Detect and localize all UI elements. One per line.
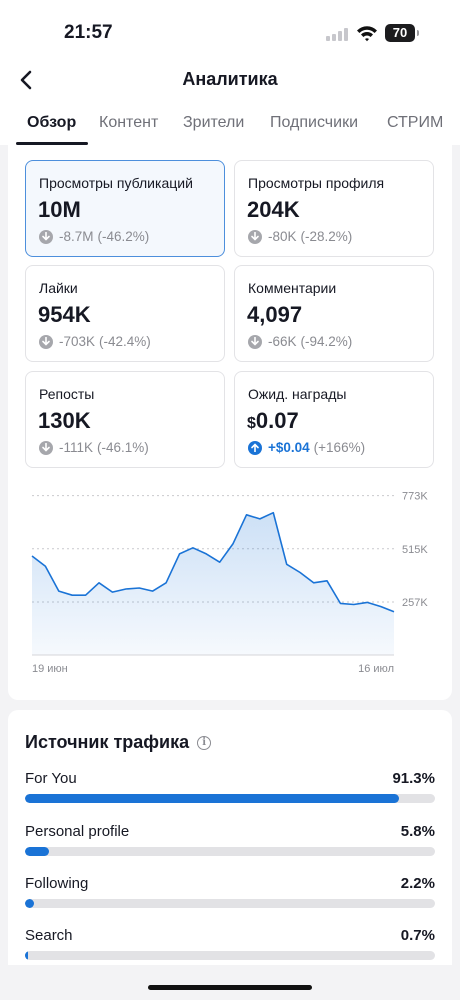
metric-label: Лайки — [39, 280, 78, 296]
traffic-row-personal-profile: Personal profile 5.8% — [25, 823, 435, 863]
series-line — [31, 511, 395, 613]
x-tick-label: 19 июн — [32, 663, 68, 675]
metric-delta: -66K (-94.2%) — [248, 334, 352, 349]
progress-bar — [25, 951, 435, 960]
page-title: Аналитика — [182, 69, 278, 89]
status-time: 21:57 — [64, 22, 113, 43]
area-fill — [32, 512, 394, 655]
metric-post-views[interactable]: Просмотры публикаций 10M -8.7M (-46.2%) — [25, 160, 225, 257]
arrow-up-icon — [248, 440, 262, 455]
battery-icon: 70 — [385, 24, 419, 42]
info-icon[interactable]: i — [197, 735, 212, 750]
y-tick-label: 515K — [402, 544, 428, 556]
arrow-down-icon — [248, 334, 262, 349]
arrow-down-icon — [39, 440, 53, 455]
x-tick-label: 16 июл — [358, 663, 394, 675]
metric-comments[interactable]: Комментарии 4,097 -66K (-94.2%) — [234, 265, 434, 362]
tab-followers[interactable]: Подписчики — [270, 114, 359, 131]
tab-overview[interactable]: Обзор — [27, 114, 77, 131]
metric-expected-rewards[interactable]: Ожид. награды $0.07 +$0.04 (+166%) — [234, 371, 434, 468]
progress-bar — [25, 899, 435, 908]
tab-bar: Обзор Контент Зрители Подписчики СТРИМ — [0, 110, 460, 145]
home-indicator — [148, 985, 312, 990]
traffic-source-card: Источник трафика i For You 91.3% Persona… — [8, 710, 452, 965]
metric-delta: -80K (-28.2%) — [248, 229, 352, 244]
tab-content[interactable]: Контент — [99, 114, 159, 131]
metric-delta: +$0.04 (+166%) — [248, 440, 365, 455]
chevron-left-icon — [20, 70, 32, 90]
metric-value: 10M — [38, 197, 81, 222]
metric-label: Просмотры профиля — [248, 175, 385, 191]
arrow-down-icon — [39, 334, 53, 349]
wifi-icon — [356, 24, 378, 42]
top-bar: 21:57 70 Аналитика Обзор Контент Зрители… — [0, 0, 460, 145]
metric-value: 204K — [247, 197, 300, 222]
progress-fill — [25, 847, 49, 856]
overview-card: Просмотры публикаций 10M -8.7M (-46.2%) П… — [8, 145, 452, 700]
arrow-down-icon — [39, 229, 53, 244]
tab-viewers[interactable]: Зрители — [183, 114, 245, 131]
y-tick-label: 773K — [402, 491, 428, 503]
metric-profile-views[interactable]: Просмотры профиля 204K -80K (-28.2%) — [234, 160, 434, 257]
tab-live[interactable]: СТРИМ — [387, 114, 444, 131]
traffic-row-search: Search 0.7% — [25, 927, 435, 965]
progress-fill — [25, 951, 28, 960]
progress-bar — [25, 847, 435, 856]
active-tab-indicator — [16, 142, 88, 145]
metric-reposts[interactable]: Репосты 130K -111K (-46.1%) — [25, 371, 225, 468]
back-button[interactable] — [12, 66, 40, 94]
metric-value: 130K — [38, 408, 91, 433]
arrow-down-icon — [248, 229, 262, 244]
progress-bar — [25, 794, 435, 803]
cellular-signal-icon — [326, 28, 350, 41]
progress-fill — [25, 899, 35, 908]
metric-label: Комментарии — [248, 280, 337, 296]
metric-label: Репосты — [39, 386, 95, 402]
traffic-title: Источник трафика i — [25, 732, 212, 753]
metric-delta: -703K (-42.4%) — [39, 334, 151, 349]
metric-value: 4,097 — [247, 302, 303, 327]
y-tick-label: 257K — [402, 597, 428, 609]
traffic-row-following: Following 2.2% — [25, 875, 435, 915]
metric-delta: -8.7M (-46.2%) — [39, 229, 149, 244]
progress-fill — [25, 794, 400, 803]
metric-label: Ожид. награды — [248, 386, 347, 402]
metric-value: 954K — [38, 302, 91, 327]
metric-value: $0.07 — [247, 408, 299, 433]
traffic-row-for-you: For You 91.3% — [25, 770, 435, 810]
metric-likes[interactable]: Лайки 954K -703K (-42.4%) — [25, 265, 225, 362]
metric-label: Просмотры публикаций — [39, 175, 193, 191]
views-chart[interactable]: 257K 515K 773K 19 июн 16 июл — [8, 480, 452, 690]
metric-delta: -111K (-46.1%) — [39, 440, 149, 455]
